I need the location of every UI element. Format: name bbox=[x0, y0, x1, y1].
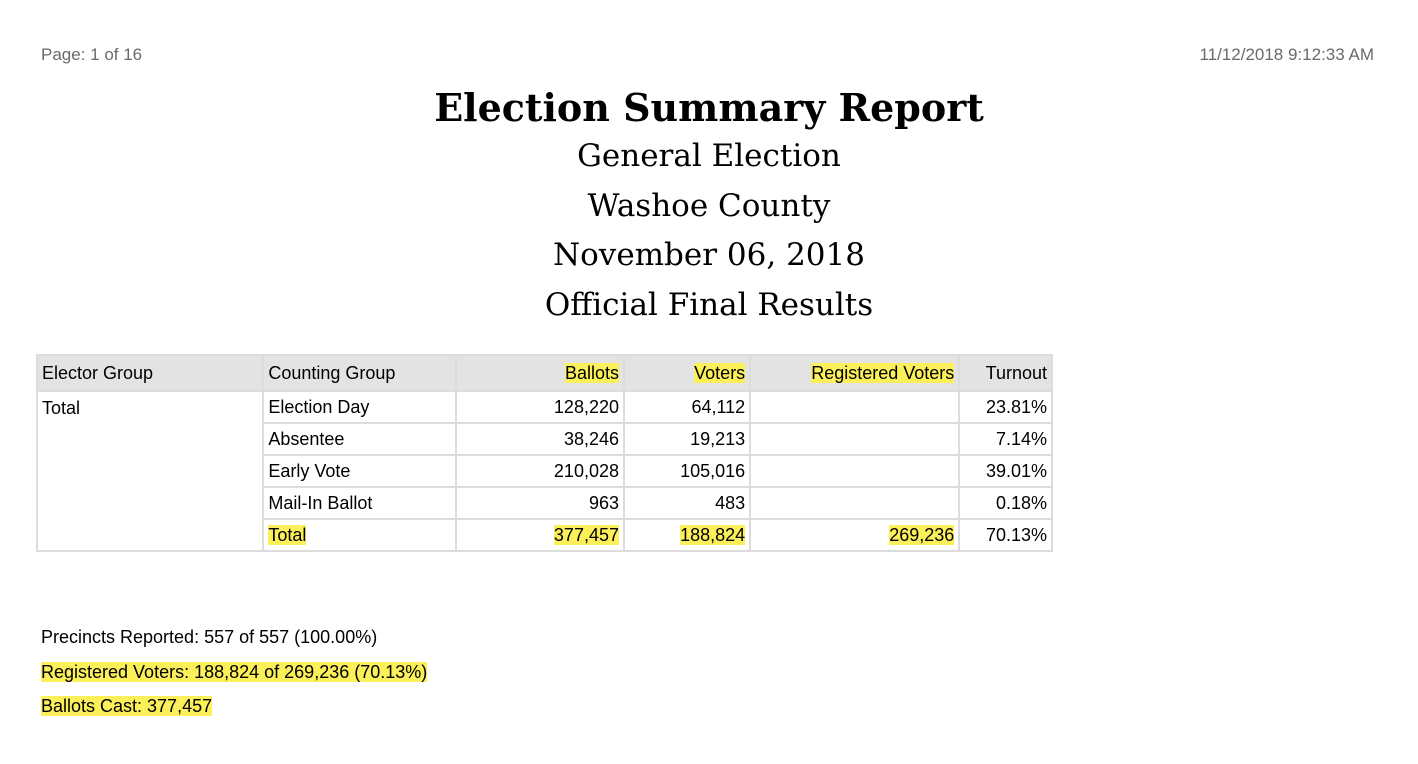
counting-group-total-cell: Total bbox=[262, 518, 458, 552]
counting-group-cell: Early Vote bbox=[262, 454, 458, 488]
ballots-cast-summary: Ballots Cast: 377,457 bbox=[41, 696, 213, 716]
turnout-cell: 23.81% bbox=[958, 390, 1053, 424]
counting-group-cell: Absentee bbox=[262, 422, 458, 456]
results-status: Official Final Results bbox=[544, 286, 874, 323]
ballots-cell: 210,028 bbox=[455, 454, 625, 488]
voters-total-cell: 188,824 bbox=[622, 518, 752, 552]
elector-group-cell: Total bbox=[35, 390, 265, 552]
registered-voters-cell bbox=[749, 390, 961, 424]
ballots-total-cell: 377,457 bbox=[455, 518, 625, 552]
column-header-voters: Voters bbox=[622, 354, 752, 392]
voters-cell: 19,213 bbox=[622, 422, 752, 456]
table-row: Early Vote 210,028 105,016 39.01% bbox=[37, 454, 1053, 488]
ballots-cell: 963 bbox=[455, 486, 625, 520]
voters-cell: 483 bbox=[622, 486, 752, 520]
table-row: Absentee 38,246 19,213 7.14% bbox=[37, 422, 1053, 456]
registered-voters-total-cell: 269,236 bbox=[749, 518, 961, 552]
registered-voters-cell bbox=[749, 422, 961, 456]
column-header-elector-group: Elector Group bbox=[35, 354, 265, 392]
table-row: Mail-In Ballot 963 483 0.18% bbox=[37, 486, 1053, 520]
election-date: November 06, 2018 bbox=[553, 237, 865, 273]
footer-stats: Precincts Reported: 557 of 557 (100.00%)… bbox=[41, 624, 428, 728]
turnout-total-cell: 70.13% bbox=[958, 518, 1053, 552]
precincts-reported: Precincts Reported: 557 of 557 (100.00%) bbox=[41, 627, 378, 647]
table-total-row: Total 377,457 188,824 269,236 70.13% bbox=[37, 518, 1053, 552]
report-timestamp: 11/12/2018 9:12:33 AM bbox=[1199, 45, 1374, 64]
column-header-counting-group: Counting Group bbox=[262, 354, 458, 392]
turnout-cell: 39.01% bbox=[958, 454, 1053, 488]
election-name: General Election bbox=[577, 138, 841, 174]
registered-voters-cell bbox=[749, 486, 961, 520]
ballots-cell: 128,220 bbox=[455, 390, 625, 424]
report-title: Election Summary Report bbox=[434, 85, 984, 130]
table-header-row: Elector Group Counting Group Ballots Vot… bbox=[35, 354, 1053, 392]
column-header-turnout: Turnout bbox=[958, 354, 1053, 392]
counting-group-cell: Mail-In Ballot bbox=[262, 486, 458, 520]
ballots-cell: 38,246 bbox=[455, 422, 625, 456]
report-title-block: Election Summary Report General Election… bbox=[0, 84, 1418, 330]
voters-cell: 64,112 bbox=[622, 390, 752, 424]
voters-cell: 105,016 bbox=[622, 454, 752, 488]
page-number: Page: 1 of 16 bbox=[41, 45, 143, 64]
turnout-cell: 0.18% bbox=[958, 486, 1053, 520]
column-header-ballots: Ballots bbox=[455, 354, 625, 392]
turnout-cell: 7.14% bbox=[958, 422, 1053, 456]
summary-table: Elector Group Counting Group Ballots Vot… bbox=[35, 354, 1053, 552]
county-name: Washoe County bbox=[587, 187, 831, 224]
counting-group-cell: Election Day bbox=[262, 390, 458, 424]
table-row: Total Election Day 128,220 64,112 23.81% bbox=[35, 390, 1053, 552]
column-header-registered-voters: Registered Voters bbox=[749, 354, 961, 392]
registered-voters-summary: Registered Voters: 188,824 of 269,236 (7… bbox=[41, 661, 428, 682]
registered-voters-cell bbox=[749, 454, 961, 488]
